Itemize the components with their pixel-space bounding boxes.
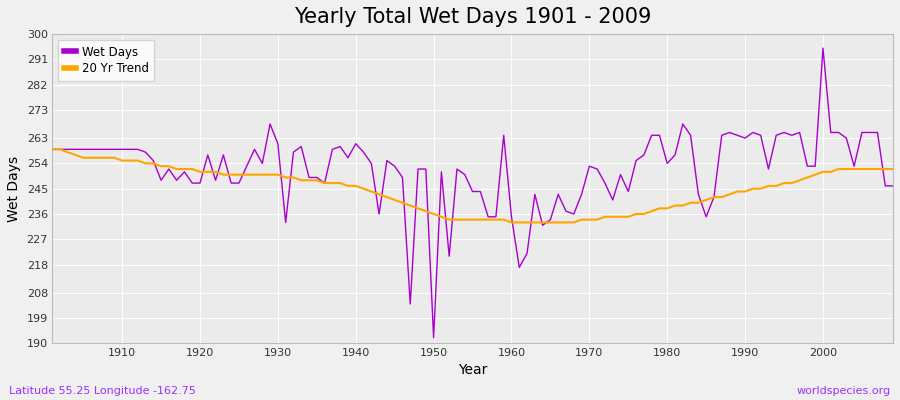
Wet Days [280, 220, 291, 225]
Line: 20 Yr Trend: 20 Yr Trend [52, 149, 893, 222]
Y-axis label: Wet Days: Wet Days [7, 156, 21, 222]
Legend: Wet Days, 20 Yr Trend: Wet Days, 20 Yr Trend [58, 40, 155, 81]
20 Yr Trend [280, 175, 291, 180]
Line: Wet Days: Wet Days [52, 48, 893, 338]
Title: Yearly Total Wet Days 1901 - 2009: Yearly Total Wet Days 1901 - 2009 [294, 7, 652, 27]
Wet Days [109, 147, 120, 152]
20 Yr Trend [887, 167, 898, 172]
Wet Days [506, 214, 517, 219]
X-axis label: Year: Year [458, 363, 487, 377]
Wet Days [47, 147, 58, 152]
20 Yr Trend [506, 220, 517, 225]
20 Yr Trend [514, 220, 525, 225]
20 Yr Trend [109, 155, 120, 160]
Wet Days [327, 147, 338, 152]
20 Yr Trend [608, 214, 618, 219]
Text: worldspecies.org: worldspecies.org [796, 386, 891, 396]
20 Yr Trend [47, 147, 58, 152]
Wet Days [608, 198, 618, 202]
20 Yr Trend [327, 181, 338, 186]
Wet Days [514, 265, 525, 270]
Wet Days [428, 335, 439, 340]
Text: Latitude 55.25 Longitude -162.75: Latitude 55.25 Longitude -162.75 [9, 386, 196, 396]
Wet Days [817, 46, 828, 50]
Wet Days [887, 184, 898, 188]
20 Yr Trend [499, 217, 509, 222]
